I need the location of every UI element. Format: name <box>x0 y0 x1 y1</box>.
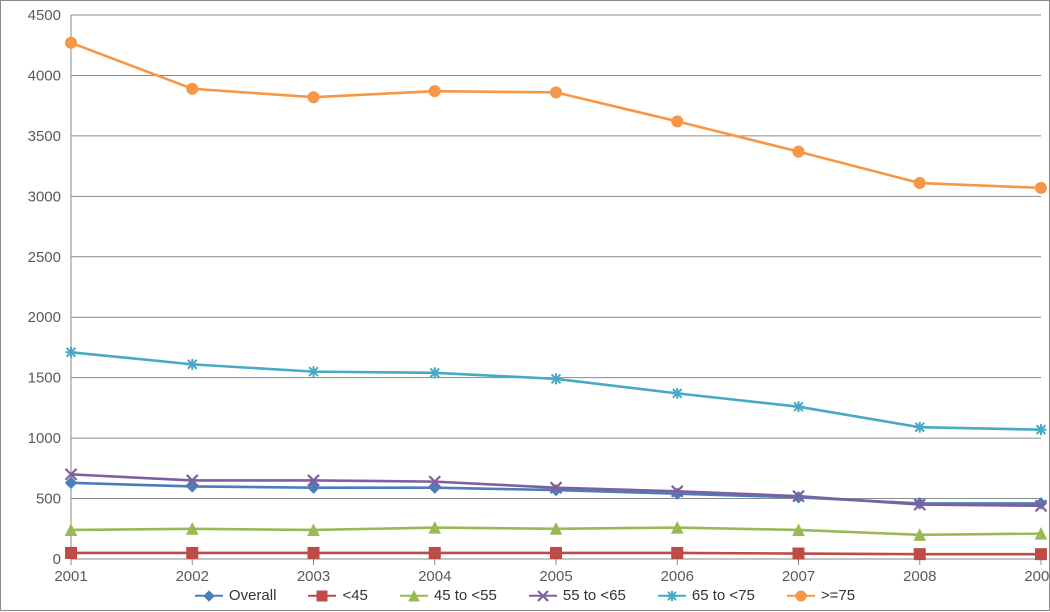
legend-label: >=75 <box>821 587 855 604</box>
legend-label: 55 to <65 <box>563 587 626 604</box>
y-axis-tick-label: 1000 <box>28 430 61 447</box>
y-axis-tick-label: 4500 <box>28 7 61 24</box>
legend-swatch <box>308 589 336 603</box>
x-axis-tick-label: 2004 <box>418 568 451 585</box>
legend-item: 65 to <75 <box>658 587 755 604</box>
legend-label: Overall <box>229 587 277 604</box>
line-chart: 0 500 1000 1500 2000 2500 3000 3500 4000 4500 2001… <box>1 1 1050 612</box>
x-axis-tick-label: 2007 <box>782 568 815 585</box>
legend-swatch <box>529 589 557 603</box>
legend-label: <45 <box>342 587 367 604</box>
x-axis-tick-label: 2006 <box>661 568 694 585</box>
legend-item: Overall <box>195 587 277 604</box>
y-axis-tick-label: 0 <box>53 551 61 568</box>
legend-item: >=75 <box>787 587 855 604</box>
y-axis-tick-label: 4000 <box>28 67 61 84</box>
legend-label: 65 to <75 <box>692 587 755 604</box>
y-axis-tick-label: 3000 <box>28 188 61 205</box>
x-axis-tick-label: 2002 <box>176 568 209 585</box>
x-axis-tick-label: 2001 <box>54 568 87 585</box>
legend-swatch <box>195 589 223 603</box>
legend-item: 45 to <55 <box>400 587 497 604</box>
x-axis-tick-label: 2005 <box>539 568 572 585</box>
x-axis-tick-label: 2003 <box>297 568 330 585</box>
y-axis-tick-label: 2000 <box>28 309 61 326</box>
legend-item: <45 <box>308 587 367 604</box>
y-axis-tick-label: 1500 <box>28 370 61 387</box>
line-chart-container: 0 500 1000 1500 2000 2500 3000 3500 4000 4500 2001… <box>0 0 1050 611</box>
legend-swatch <box>787 589 815 603</box>
legend-label: 45 to <55 <box>434 587 497 604</box>
legend-swatch <box>658 589 686 603</box>
y-axis-tick-label: 2500 <box>28 249 61 266</box>
x-axis-tick-label: 2008 <box>903 568 936 585</box>
chart-legend: Overall <45 45 to <55 55 to <65 65 to <75 >=7… <box>1 587 1049 604</box>
y-axis-tick-label: 500 <box>36 491 61 508</box>
legend-swatch <box>400 589 428 603</box>
x-axis-tick-label: 2009 <box>1024 568 1050 585</box>
legend-item: 55 to <65 <box>529 587 626 604</box>
y-axis-tick-label: 3500 <box>28 128 61 145</box>
